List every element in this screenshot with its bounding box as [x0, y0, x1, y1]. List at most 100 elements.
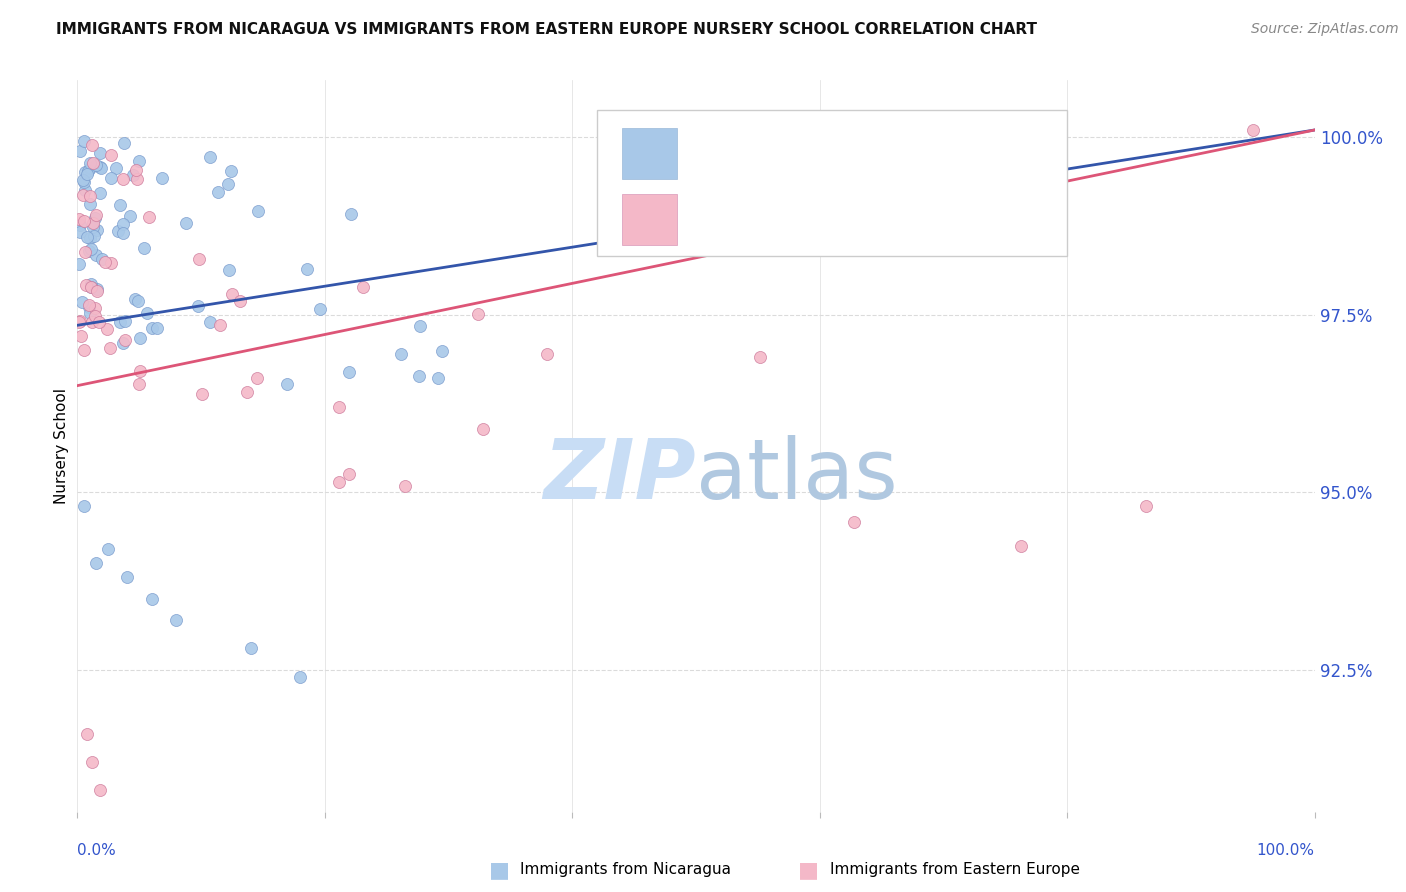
Text: atlas: atlas [696, 434, 897, 516]
Point [209, 318, 232, 332]
Point [339, 206, 361, 220]
Point [1010, 539, 1032, 553]
Point [128, 154, 150, 169]
Point [72, 343, 94, 358]
FancyBboxPatch shape [621, 128, 678, 179]
Point [198, 315, 221, 329]
Point [842, 515, 865, 529]
Point [141, 321, 163, 335]
Point [80, 280, 103, 294]
Point [72, 173, 94, 187]
Point [114, 314, 136, 328]
Text: ■: ■ [489, 860, 509, 880]
Point [84, 301, 107, 315]
Point [408, 369, 430, 384]
Text: 100.0%: 100.0% [1257, 843, 1315, 858]
Text: Immigrants from Nicaragua: Immigrants from Nicaragua [520, 863, 731, 877]
Point [337, 365, 360, 379]
Point [80, 277, 103, 291]
Point [76, 167, 98, 181]
Point [73, 175, 96, 189]
Point [72, 134, 94, 148]
Point [69, 225, 91, 239]
Point [389, 347, 412, 361]
Point [80, 242, 103, 256]
Point [79, 231, 101, 245]
Point [100, 170, 122, 185]
Point [129, 331, 152, 345]
Point [72, 187, 94, 202]
Point [87, 314, 110, 328]
Point [86, 284, 108, 298]
Point [80, 315, 103, 329]
Point [125, 172, 148, 186]
Point [328, 400, 350, 414]
Point [69, 314, 91, 328]
Point [430, 343, 453, 358]
Point [80, 138, 103, 153]
Point [120, 210, 142, 224]
Point [89, 186, 111, 200]
Point [472, 422, 495, 436]
Point [84, 248, 107, 262]
Point [82, 755, 104, 769]
Point [83, 228, 105, 243]
Point [1135, 499, 1157, 513]
Point [72, 500, 94, 514]
Point [122, 168, 145, 182]
Point [124, 163, 146, 178]
Point [221, 287, 243, 301]
Point [67, 315, 90, 329]
Point [69, 218, 91, 232]
Text: Source: ZipAtlas.com: Source: ZipAtlas.com [1251, 22, 1399, 37]
Point [84, 556, 107, 570]
Point [98, 341, 121, 355]
Point [219, 163, 242, 178]
Point [90, 161, 112, 175]
Point [114, 333, 136, 347]
Y-axis label: Nursery School: Nursery School [53, 388, 69, 504]
Point [73, 245, 96, 260]
Point [111, 335, 134, 350]
Point [83, 211, 105, 226]
Point [129, 364, 152, 378]
Point [218, 263, 240, 277]
Point [69, 144, 91, 158]
Point [67, 211, 90, 226]
Point [187, 252, 209, 266]
Point [89, 783, 111, 797]
Point [1241, 123, 1264, 137]
Point [239, 641, 262, 656]
Point [77, 300, 100, 314]
Point [82, 156, 104, 170]
Text: ZIP: ZIP [543, 434, 696, 516]
Point [288, 670, 311, 684]
Point [100, 147, 122, 161]
Point [295, 261, 318, 276]
Point [110, 198, 132, 212]
Point [352, 279, 374, 293]
Point [75, 183, 97, 197]
Point [79, 156, 101, 170]
Point [75, 278, 97, 293]
Point [84, 309, 107, 323]
Point [246, 204, 269, 219]
Point [77, 298, 100, 312]
Point [217, 178, 239, 192]
Point [79, 197, 101, 211]
Point [146, 321, 169, 335]
Point [89, 145, 111, 160]
Point [191, 386, 214, 401]
Point [76, 726, 98, 740]
Point [174, 216, 197, 230]
Point [409, 318, 432, 333]
Point [67, 256, 90, 270]
Point [115, 570, 138, 584]
Point [90, 252, 112, 267]
Point [112, 172, 135, 186]
Point [79, 161, 101, 175]
Point [328, 475, 350, 489]
Point [207, 186, 229, 200]
Point [84, 157, 107, 171]
Point [246, 371, 269, 385]
